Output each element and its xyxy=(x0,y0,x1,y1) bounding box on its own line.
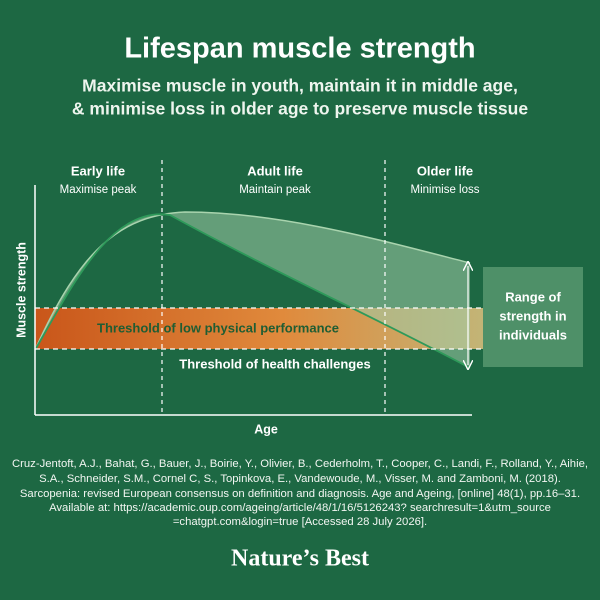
range-box-text: individuals xyxy=(499,327,567,342)
reference: Available at: https://academic.oup.com/a… xyxy=(49,502,551,514)
x-axis-label: Age xyxy=(254,422,278,436)
upper-curve xyxy=(34,211,471,351)
reference: S.A., Schneider, S.M., Cornel C, S., Top… xyxy=(39,473,561,485)
reference: Cruz-Jentoft, A.J., Bahat, G., Bauer, J.… xyxy=(12,458,588,470)
subtitle: Maximise muscle in youth, maintain it in… xyxy=(82,76,518,96)
phase-label: Adult life xyxy=(247,163,303,178)
phase-note: Minimise loss xyxy=(410,184,479,196)
range-box xyxy=(483,267,583,367)
phase-label: Older life xyxy=(417,163,473,178)
band-label: Threshold of low physical performance xyxy=(97,320,339,335)
range-box-text: Range of xyxy=(505,289,561,304)
strength-range xyxy=(35,212,470,368)
phase-note: Maintain peak xyxy=(239,184,311,196)
phase-label: Early life xyxy=(71,163,125,178)
y-axis-label: Muscle strength xyxy=(14,242,28,338)
phase-note: Maximise peak xyxy=(60,184,137,196)
reference: Sarcopenia: revised European consensus o… xyxy=(20,488,580,500)
title: Lifespan muscle strength xyxy=(124,33,475,65)
lower-curve xyxy=(34,213,471,369)
reference: =chatgpt.com&login=true [Accessed 28 Jul… xyxy=(173,516,427,528)
range-box-text: strength in xyxy=(499,308,566,323)
band-label: Threshold of health challenges xyxy=(179,356,370,371)
brand-logo: Nature’s Best xyxy=(231,546,369,572)
subtitle: & minimise loss in older age to preserve… xyxy=(72,99,528,119)
